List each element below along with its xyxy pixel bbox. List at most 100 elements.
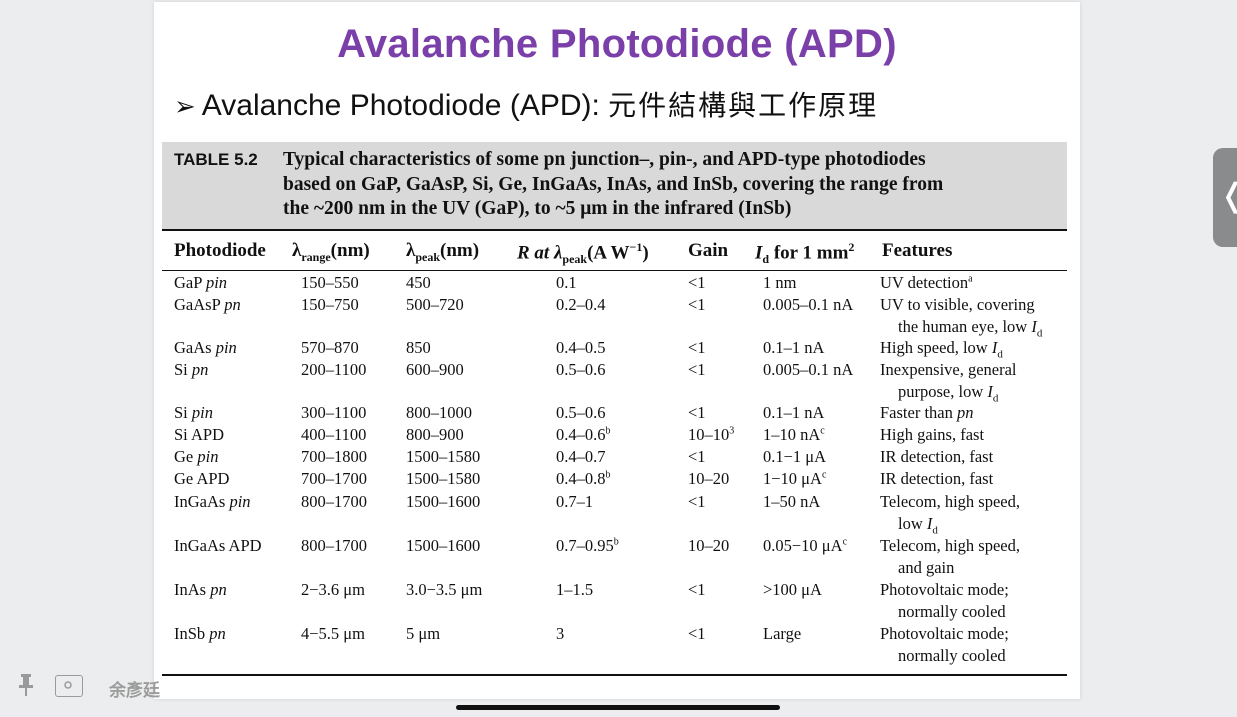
cell-responsivity: 0.5–0.6: [556, 403, 606, 422]
cell-photodiode: InGaAs APD: [174, 536, 262, 555]
cell-peak: 1500–1580: [406, 447, 481, 466]
cell-photodiode: Ge APD: [174, 469, 230, 488]
caption-line-2: based on GaP, GaAsP, Si, Ge, InGaAs, InA…: [283, 173, 944, 195]
image-icon[interactable]: [55, 675, 83, 697]
cell-peak: 5 μm: [406, 624, 441, 643]
cell-photodiode: Si APD: [174, 425, 224, 444]
cell-range: 4−5.5 μm: [301, 624, 365, 643]
cell-features-line2: low Id: [898, 514, 938, 537]
cell-photodiode: GaAsP pn: [174, 295, 241, 314]
cell-peak: 600–900: [406, 360, 464, 379]
caption-line-3: the ~200 nm in the UV (GaP), to ~5 μm in…: [283, 198, 792, 219]
cell-features: UV to visible, covering: [880, 295, 1035, 314]
cell-features-line2: purpose, low Id: [898, 382, 999, 405]
header-photodiode: Photodiode: [174, 240, 266, 261]
header-responsivity: R at λpeak(A W−1): [517, 240, 649, 267]
bullet-line: ➢ Avalanche Photodiode (APD): 元件結構與工作原理: [174, 84, 878, 124]
slide-title: Avalanche Photodiode (APD): [337, 22, 897, 66]
cell-dark-current: 0.005–0.1 nA: [763, 360, 854, 379]
cell-dark-current: 0.1–1 nA: [763, 403, 825, 422]
cell-features: IR detection, fast: [880, 447, 994, 466]
cell-gain: <1: [688, 624, 706, 643]
slide: Avalanche Photodiode (APD) ➢ Avalanche Ph…: [154, 2, 1080, 699]
cell-responsivity: 0.4–0.5: [556, 338, 606, 357]
bullet-cjk-text: 元件結構與工作原理: [608, 89, 879, 122]
cell-range: 570–870: [301, 338, 359, 357]
cell-gain: 10–103: [688, 425, 735, 444]
cell-gain: <1: [688, 273, 706, 292]
cell-features: High gains, fast: [880, 425, 985, 444]
cell-responsivity: 0.2–0.4: [556, 295, 606, 314]
cell-gain: <1: [688, 403, 706, 422]
cell-features-line2: normally cooled: [898, 646, 1006, 665]
cell-features: Faster than pn: [880, 403, 974, 422]
cell-peak: 3.0−3.5 μm: [406, 580, 483, 599]
cell-features-line2: normally cooled: [898, 602, 1006, 621]
cell-gain: 10–20: [688, 469, 730, 488]
cell-dark-current: 1 nm: [763, 273, 797, 292]
cell-dark-current: 0.005–0.1 nA: [763, 295, 854, 314]
cell-dark-current: 1−10 μAc: [763, 469, 827, 488]
cell-features: Photovoltaic mode;: [880, 624, 1009, 643]
cell-features: Telecom, high speed,: [880, 492, 1020, 511]
cell-responsivity: 3: [556, 624, 565, 643]
cell-photodiode: InAs pn: [174, 580, 227, 599]
cell-photodiode: InGaAs pin: [174, 492, 251, 511]
header-dark-current: Id for 1 mm2: [755, 240, 855, 267]
cell-responsivity: 1–1.5: [556, 580, 594, 599]
cell-peak: 1500–1580: [406, 469, 481, 488]
cell-gain: <1: [688, 360, 706, 379]
table-bottom-rule: [162, 674, 1067, 676]
side-panel-tab[interactable]: ❬: [1213, 148, 1237, 247]
cell-dark-current: 1–10 nAc: [763, 425, 825, 444]
cell-gain: <1: [688, 492, 706, 511]
cell-photodiode: Si pin: [174, 403, 213, 422]
cell-peak: 1500–1600: [406, 492, 481, 511]
cell-gain: <1: [688, 447, 706, 466]
cell-range: 2−3.6 μm: [301, 580, 365, 599]
table-top-rule: [162, 229, 1067, 231]
cell-features: Inexpensive, general: [880, 360, 1017, 379]
cell-responsivity: 0.7–1: [556, 492, 594, 511]
pin-icon[interactable]: [16, 673, 36, 697]
cell-features: UV detectiona: [880, 273, 973, 292]
cell-responsivity: 0.7–0.95b: [556, 536, 619, 555]
cell-responsivity: 0.5–0.6: [556, 360, 606, 379]
cell-features: Telecom, high speed,: [880, 536, 1020, 555]
header-peak: λpeak(nm): [406, 240, 480, 264]
cell-photodiode: Si pn: [174, 360, 209, 379]
bullet-arrow-icon: ➢: [174, 91, 196, 121]
cell-range: 800–1700: [301, 536, 367, 555]
cell-gain: <1: [688, 338, 706, 357]
caption-line-1: Typical characteristics of some pn junct…: [283, 149, 926, 170]
cell-range: 150–750: [301, 295, 359, 314]
cell-dark-current: 0.1−1 μA: [763, 447, 827, 466]
cell-responsivity: 0.4–0.6b: [556, 425, 611, 444]
cell-peak: 800–900: [406, 425, 464, 444]
watermark-text: 余彥廷: [109, 681, 160, 701]
cell-peak: 450: [406, 273, 431, 292]
cell-photodiode: InSb pn: [174, 624, 226, 643]
home-indicator[interactable]: [456, 705, 780, 710]
cell-range: 400–1100: [301, 425, 367, 444]
cell-features: IR detection, fast: [880, 469, 994, 488]
cell-dark-current: Large: [763, 624, 802, 643]
cell-features: Photovoltaic mode;: [880, 580, 1009, 599]
table-label: TABLE 5.2: [174, 150, 258, 169]
cell-responsivity: 0.1: [556, 273, 577, 292]
header-range: λrange(nm): [292, 240, 370, 264]
cell-dark-current: 0.1–1 nA: [763, 338, 825, 357]
cell-dark-current: >100 μA: [763, 580, 822, 599]
cell-photodiode: GaAs pin: [174, 338, 237, 357]
cell-responsivity: 0.4–0.7: [556, 447, 606, 466]
chevron-left-icon: ❬: [1219, 176, 1237, 214]
cell-features-line2: the human eye, low Id: [898, 317, 1043, 340]
header-features: Features: [882, 240, 953, 261]
cell-peak: 800–1000: [406, 403, 472, 422]
cell-photodiode: GaP pin: [174, 273, 228, 292]
table-header-rule: [162, 270, 1067, 271]
cell-peak: 850: [406, 338, 431, 357]
cell-gain: 10–20: [688, 536, 730, 555]
cell-responsivity: 0.4–0.8b: [556, 469, 611, 488]
cell-dark-current: 1–50 nA: [763, 492, 821, 511]
